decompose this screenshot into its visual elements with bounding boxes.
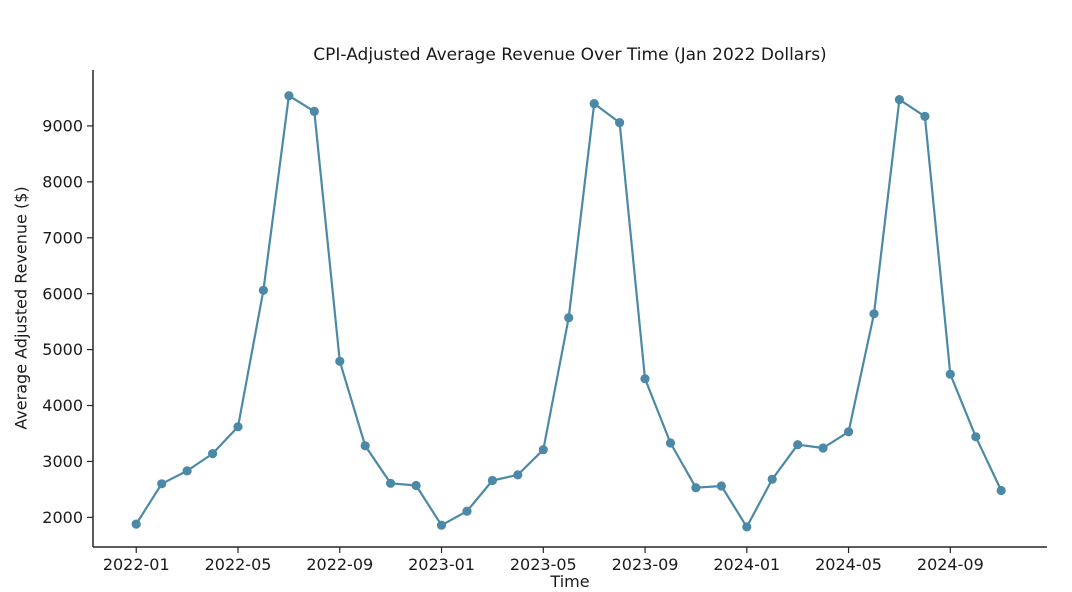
y-tick-label: 3000 (42, 452, 83, 471)
y-tick-label: 9000 (42, 117, 83, 136)
data-point-marker (360, 441, 370, 451)
x-tick-label: 2024-01 (713, 555, 780, 574)
x-axis-label: Time (550, 572, 590, 591)
y-tick-label: 5000 (42, 340, 83, 359)
x-tick-label: 2022-01 (103, 555, 170, 574)
data-point-marker (716, 481, 727, 491)
y-tick-label: 2000 (42, 508, 83, 527)
data-point-marker (258, 285, 268, 295)
data-point-marker (284, 91, 294, 101)
data-point-marker (945, 369, 955, 379)
data-point-marker (920, 111, 930, 121)
data-point-marker (208, 449, 218, 459)
data-point-marker (436, 520, 447, 530)
data-point-marker (131, 519, 141, 529)
y-tick-label: 6000 (42, 284, 83, 303)
data-point-marker (538, 445, 548, 455)
data-point-marker (589, 99, 599, 109)
data-point-marker (742, 522, 752, 532)
x-tick-label: 2024-09 (917, 555, 984, 574)
y-tick-label: 7000 (42, 228, 83, 247)
data-point-marker (844, 427, 854, 437)
axes (92, 70, 1047, 548)
data-point-marker (309, 106, 319, 116)
y-axis-label: Average Adjusted Revenue ($) (11, 186, 31, 430)
data-point-marker (767, 474, 777, 484)
x-tick-label: 2024-05 (815, 555, 882, 574)
revenue-markers (131, 91, 1006, 532)
data-point-marker (335, 356, 345, 366)
x-tick-label: 2023-09 (612, 555, 679, 574)
y-axis-ticks: 2000 3000 4000 5000 6000 7000 8000 9000 (42, 117, 93, 527)
data-point-marker (157, 479, 167, 489)
chart-title: CPI-Adjusted Average Revenue Over Time (… (313, 45, 827, 65)
y-tick-label: 8000 (42, 172, 83, 191)
data-point-marker (462, 506, 472, 516)
data-point-marker (691, 483, 701, 493)
data-point-marker (615, 118, 625, 128)
data-point-marker (818, 443, 828, 453)
x-tick-label: 2023-01 (408, 555, 475, 574)
data-point-marker (793, 440, 803, 450)
data-point-marker (386, 478, 396, 488)
x-tick-label: 2023-05 (510, 555, 577, 574)
data-point-marker (411, 480, 421, 491)
data-point-marker (487, 475, 497, 486)
x-axis-ticks: 2022-01 2022-05 2022-09 2023-01 2023-05 2023-… (103, 547, 984, 574)
x-tick-label: 2022-05 (205, 555, 272, 574)
data-point-marker (665, 438, 676, 448)
data-point-marker (513, 470, 523, 480)
data-point-marker (640, 374, 650, 384)
x-tick-label: 2022-09 (306, 555, 373, 574)
data-point-marker (869, 309, 879, 319)
data-point-marker (996, 485, 1006, 496)
data-point-marker (971, 432, 981, 442)
data-point-marker (564, 313, 574, 323)
data-point-marker (182, 466, 192, 476)
data-point-marker (894, 95, 905, 105)
y-tick-label: 4000 (42, 396, 83, 415)
data-point-marker (233, 422, 243, 432)
